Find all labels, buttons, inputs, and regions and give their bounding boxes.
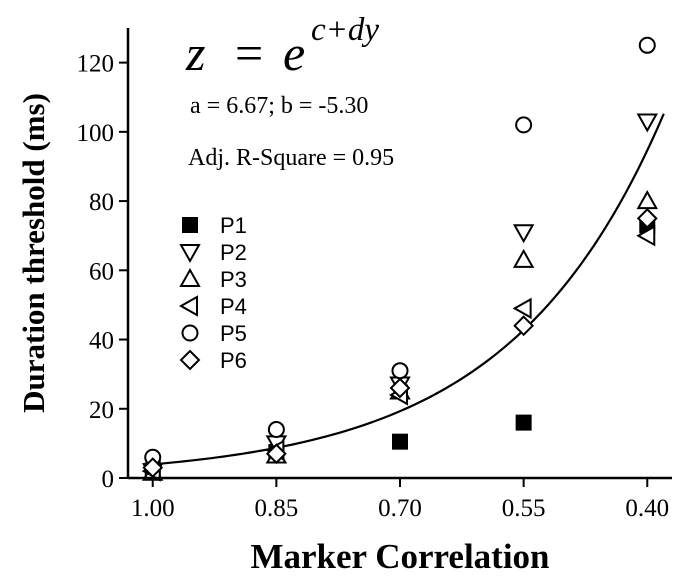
data-point-p3 bbox=[512, 248, 535, 268]
legend-label-p1: P1 bbox=[220, 213, 247, 238]
x-axis-label: Marker Correlation bbox=[250, 537, 549, 576]
fit-params-annotation: a = 6.67; b = -5.30 bbox=[190, 93, 368, 119]
data-point-p3 bbox=[636, 190, 658, 210]
legend-marker-p5 bbox=[181, 324, 199, 342]
data-point-p6 bbox=[513, 315, 535, 337]
data-point-p2 bbox=[636, 113, 658, 133]
legend-label-p4: P4 bbox=[220, 294, 247, 319]
data-point-p5 bbox=[267, 421, 285, 439]
legend-marker-p4 bbox=[178, 295, 198, 317]
fit-curve bbox=[152, 113, 665, 466]
data-point-p6 bbox=[636, 207, 658, 229]
y-axis-label: Duration threshold (ms) bbox=[16, 93, 51, 413]
data-points-layer bbox=[141, 36, 658, 483]
data-point-p2 bbox=[512, 224, 535, 244]
y-tick-label: 20 bbox=[89, 397, 114, 424]
data-point-p4 bbox=[636, 224, 656, 247]
legend-label-p5: P5 bbox=[220, 321, 247, 346]
x-tick-label: 0.85 bbox=[254, 495, 298, 522]
y-tick-label: 60 bbox=[89, 258, 114, 285]
rsquare-annotation: Adj. R-Square = 0.95 bbox=[188, 145, 394, 171]
data-point-p1 bbox=[515, 414, 532, 431]
equation-e: e bbox=[283, 25, 305, 81]
data-point-p1 bbox=[392, 433, 408, 450]
data-point-p5 bbox=[515, 116, 533, 134]
equation-annotation: z = e c+dy bbox=[185, 12, 379, 81]
data-point-p6 bbox=[389, 377, 411, 399]
legend-marker-p3 bbox=[179, 267, 201, 287]
data-point-p5 bbox=[391, 362, 409, 380]
y-tick-label: 80 bbox=[89, 189, 114, 216]
y-tick-label: 120 bbox=[77, 51, 115, 78]
legend-label-p3: P3 bbox=[220, 267, 247, 292]
fit-curve-layer bbox=[152, 113, 665, 466]
legend-label-p2: P2 bbox=[220, 240, 247, 265]
legend-marker-p1 bbox=[182, 217, 198, 233]
equation-z: z bbox=[185, 25, 205, 81]
y-tick-label: 100 bbox=[77, 120, 115, 147]
y-tick-label: 40 bbox=[89, 328, 114, 355]
equation-exponent: c+dy bbox=[311, 12, 379, 48]
legend-marker-p2 bbox=[179, 244, 201, 264]
data-point-p4 bbox=[512, 297, 532, 320]
y-tick-label: 0 bbox=[102, 466, 115, 493]
x-tick-label: 0.70 bbox=[378, 495, 422, 522]
equation-equals: = bbox=[235, 25, 263, 81]
data-point-p6 bbox=[265, 443, 287, 465]
data-point-p5 bbox=[638, 36, 656, 54]
x-tick-label: 0.40 bbox=[625, 495, 669, 522]
legend-marker-p6 bbox=[179, 349, 201, 371]
ticks-layer: 0 20 40 60 80 100 120 1.00 0.85 0.70 0.55 0.40 bbox=[77, 51, 670, 522]
data-point-p6 bbox=[142, 457, 164, 479]
legend-label-p6: P6 bbox=[220, 348, 247, 373]
x-tick-label: 1.00 bbox=[131, 495, 175, 522]
x-tick-label: 0.55 bbox=[502, 495, 546, 522]
